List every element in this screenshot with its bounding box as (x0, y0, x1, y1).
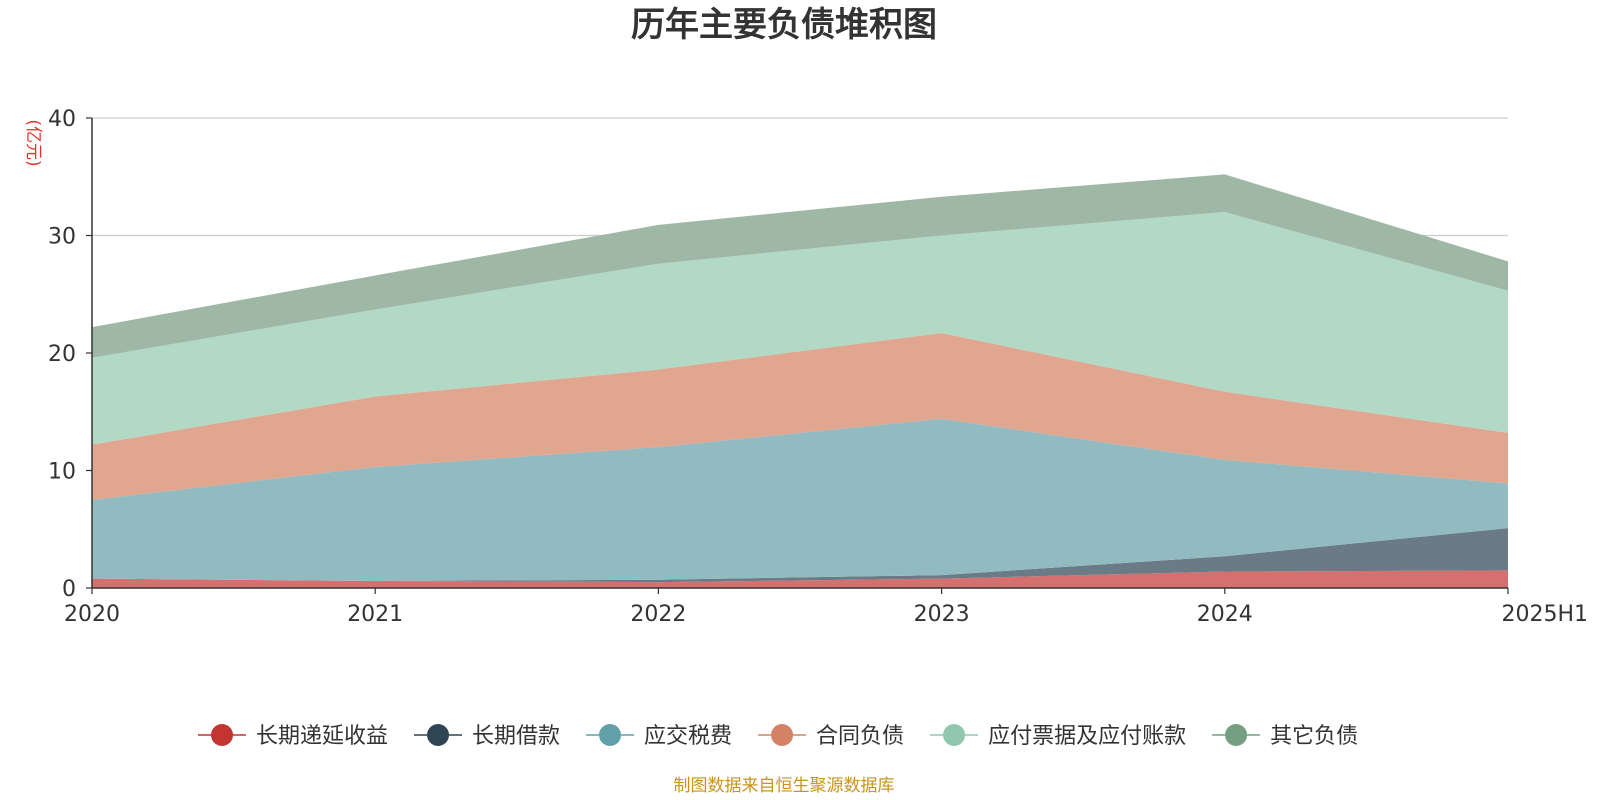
legend-label: 长期借款 (472, 724, 560, 749)
legend-marker (599, 724, 622, 746)
source-note: 制图数据来自恒生聚源数据库 (674, 776, 895, 796)
legend: 长期递延收益 长期借款 应交税费 合同负债 应付票据及应付账款 其它负债 (198, 724, 1358, 749)
legend-item-1[interactable]: 长期借款 (414, 724, 560, 749)
legend-marker (211, 724, 233, 746)
y-tick-label: 10 (48, 460, 76, 485)
area-series-3 (92, 333, 1508, 500)
y-tick-label: 40 (48, 107, 76, 132)
x-tick-label: 2020 (64, 602, 120, 627)
x-tick-label: 2023 (914, 602, 970, 627)
y-tick-label: 0 (62, 577, 76, 602)
legend-label: 合同负债 (816, 724, 904, 749)
area-series-1 (92, 528, 1508, 583)
legend-item-3[interactable]: 合同负债 (758, 724, 904, 749)
y-tick-label: 20 (48, 342, 76, 367)
x-tick-label: 2025H1 (1501, 602, 1588, 627)
legend-label: 其它负债 (1270, 724, 1358, 749)
legend-marker (1225, 724, 1248, 746)
y-axis-unit-label: (亿元) (23, 119, 43, 166)
x-tick-label: 2022 (630, 602, 686, 627)
legend-item-4[interactable]: 应付票据及应付账款 (930, 724, 1186, 749)
area-series-4 (92, 212, 1508, 445)
legend-marker (771, 724, 794, 746)
legend-marker (427, 724, 450, 746)
area-series (92, 174, 1508, 588)
legend-item-0[interactable]: 长期递延收益 (198, 724, 388, 749)
area-series-2 (92, 418, 1508, 581)
area-series-5 (92, 174, 1508, 358)
legend-marker (943, 724, 966, 746)
y-tick-label: 30 (48, 225, 76, 250)
legend-item-2[interactable]: 应交税费 (586, 724, 732, 749)
x-tick-label: 2024 (1197, 602, 1253, 627)
legend-label: 应交税费 (644, 724, 732, 749)
x-tick-label: 2021 (347, 602, 403, 627)
legend-label: 应付票据及应付账款 (988, 724, 1186, 749)
legend-label: 长期递延收益 (256, 724, 388, 749)
axes: 0 10 20 30 40 2020 2021 2022 2023 2024 2025H1 (48, 107, 1588, 627)
area-series-0 (92, 570, 1508, 588)
chart-title: 历年主要负债堆积图 (631, 5, 937, 45)
legend-item-5[interactable]: 其它负债 (1212, 724, 1358, 749)
